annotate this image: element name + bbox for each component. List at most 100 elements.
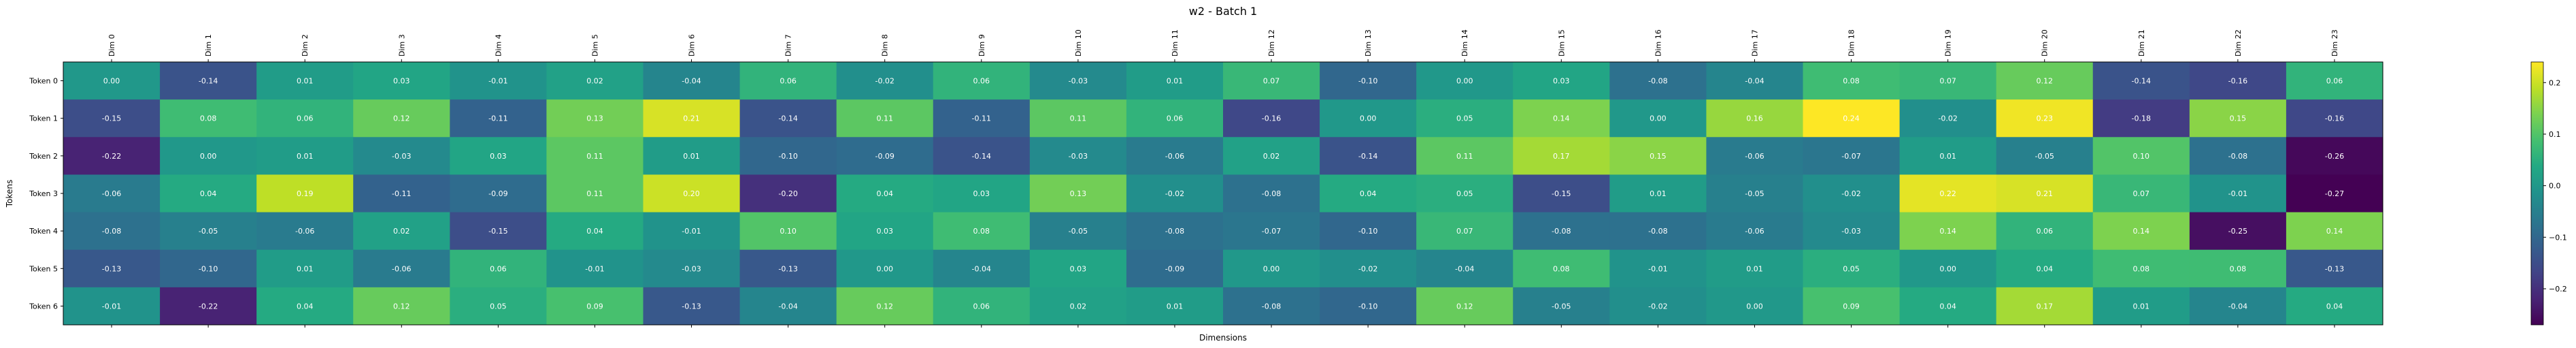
heatmap-cell — [1320, 287, 1417, 326]
cell-value-label: -0.05 — [1069, 227, 1088, 236]
heatmap-cell — [933, 62, 1031, 100]
heatmap-cell — [450, 99, 547, 138]
x-tick-label: Dim 16 — [1654, 29, 1662, 57]
heatmap-cell — [1126, 174, 1224, 213]
cell-value-label: 0.03 — [973, 189, 990, 198]
heatmap-cell — [2092, 62, 2190, 100]
cell-value-label: 0.12 — [1456, 302, 1473, 311]
cell-value-label: 0.01 — [297, 77, 314, 86]
cell-value-label: -0.11 — [392, 189, 411, 198]
heatmap-cell — [1609, 99, 1707, 138]
cell-value-label: -0.04 — [1745, 77, 1764, 86]
cell-value-label: 0.00 — [1939, 264, 1956, 273]
heatmap-cell — [353, 99, 450, 138]
cell-value-label: 0.12 — [393, 114, 410, 123]
cell-value-label: -0.05 — [1745, 189, 1764, 198]
x-tick-label: Dim 10 — [1074, 29, 1083, 57]
heatmap-cell — [1513, 249, 1610, 288]
x-tick-label: Dim 20 — [2041, 29, 2050, 57]
heatmap-cell — [739, 137, 837, 175]
cell-value-label: -0.06 — [1165, 152, 1184, 161]
heatmap-cell — [1416, 249, 1513, 288]
heatmap-cell — [1029, 212, 1127, 251]
cell-value-label: -0.04 — [682, 77, 701, 86]
heatmap-cell — [1126, 137, 1224, 175]
cell-value-label: -0.10 — [199, 264, 218, 273]
cell-value-label: 0.00 — [1746, 302, 1763, 311]
cell-value-label: -0.26 — [2325, 152, 2344, 161]
cell-value-label: -0.03 — [1069, 152, 1088, 161]
x-tick-label: Dim 14 — [1460, 29, 1469, 57]
cell-value-label: 0.15 — [2230, 114, 2247, 123]
cell-value-label: -0.10 — [1358, 227, 1377, 236]
cell-value-label: 0.06 — [973, 302, 990, 311]
heatmap-cell — [739, 212, 837, 251]
heatmap-cell — [1416, 99, 1513, 138]
cell-value-label: -0.03 — [1069, 77, 1088, 86]
heatmap-cell — [2092, 174, 2190, 213]
cell-value-label: -0.06 — [1745, 227, 1764, 236]
cell-value-label: -0.15 — [102, 114, 121, 123]
heatmap-cell — [256, 287, 354, 326]
heatmap-cell — [2286, 174, 2383, 213]
cell-value-label: -0.02 — [1648, 302, 1667, 311]
x-tick-label: Dim 18 — [1847, 29, 1856, 57]
x-tick-label: Dim 23 — [2330, 29, 2339, 57]
heatmap-cell — [933, 287, 1031, 326]
cell-value-label: 0.01 — [1167, 302, 1184, 311]
heatmap-cell — [1223, 287, 1320, 326]
cell-value-label: 0.08 — [1843, 77, 1860, 86]
cell-value-label: 0.01 — [683, 152, 700, 161]
heatmap-cell — [160, 249, 257, 288]
heatmap-cell — [643, 174, 741, 213]
heatmap-cell — [836, 287, 934, 326]
heatmap-cell — [256, 212, 354, 251]
heatmap-cell — [1706, 62, 1803, 100]
cell-value-label: 0.21 — [683, 114, 700, 123]
heatmap-cell — [1803, 212, 1901, 251]
heatmap-cell — [1609, 212, 1707, 251]
heatmap-cell — [256, 174, 354, 213]
cell-value-label: 0.04 — [297, 302, 314, 311]
cell-value-label: -0.01 — [682, 227, 701, 236]
heatmap-cell — [2189, 99, 2287, 138]
cell-value-label: -0.10 — [778, 152, 797, 161]
cell-value-label: 0.08 — [1553, 264, 1570, 273]
cell-value-label: 0.03 — [876, 227, 893, 236]
cell-value-label: 0.06 — [780, 77, 797, 86]
heatmap-cell — [2286, 287, 2383, 326]
cell-value-label: -0.07 — [1841, 152, 1860, 161]
cell-value-label: -0.13 — [2325, 264, 2344, 273]
heatmap-cell — [63, 174, 161, 213]
heatmap-cell — [63, 62, 161, 100]
cell-value-label: 0.07 — [1939, 77, 1956, 86]
heatmap-cell — [450, 287, 547, 326]
heatmap-cell — [1513, 174, 1610, 213]
y-tick-label: Token 2 — [29, 152, 58, 161]
heatmap-cell — [1899, 62, 1997, 100]
cell-value-label: -0.01 — [1648, 264, 1667, 273]
y-axis-ticks: Token 0 Token 1 Token 2 Token 3 Token 4 Token… — [29, 77, 63, 311]
cell-value-label: -0.01 — [585, 264, 604, 273]
cell-value-label: -0.16 — [1262, 114, 1281, 123]
heatmap-cell — [1899, 137, 1997, 175]
cell-value-label: -0.04 — [972, 264, 991, 273]
heatmap-cell — [2286, 62, 2383, 100]
heatmap-cell — [836, 249, 934, 288]
chart-title: w2 - Batch 1 — [1189, 5, 1257, 18]
heatmap-cell — [1029, 137, 1127, 175]
cell-value-label: 0.04 — [1939, 302, 1956, 311]
heatmap-cell — [1416, 174, 1513, 213]
heatmap-cell — [933, 137, 1031, 175]
heatmap-cell — [546, 212, 643, 251]
cell-value-label: 0.15 — [1650, 152, 1667, 161]
colorbar-gradient — [2530, 61, 2544, 326]
cell-value-label: 0.04 — [586, 227, 603, 236]
cell-value-label: -0.05 — [1552, 302, 1571, 311]
heatmap-cell — [643, 249, 741, 288]
cell-value-label: 0.10 — [2133, 152, 2150, 161]
heatmap-cell — [450, 137, 547, 175]
cell-value-label: -0.25 — [2228, 227, 2247, 236]
cell-value-label: -0.02 — [1165, 189, 1184, 198]
x-tick-label: Dim 4 — [494, 34, 503, 57]
